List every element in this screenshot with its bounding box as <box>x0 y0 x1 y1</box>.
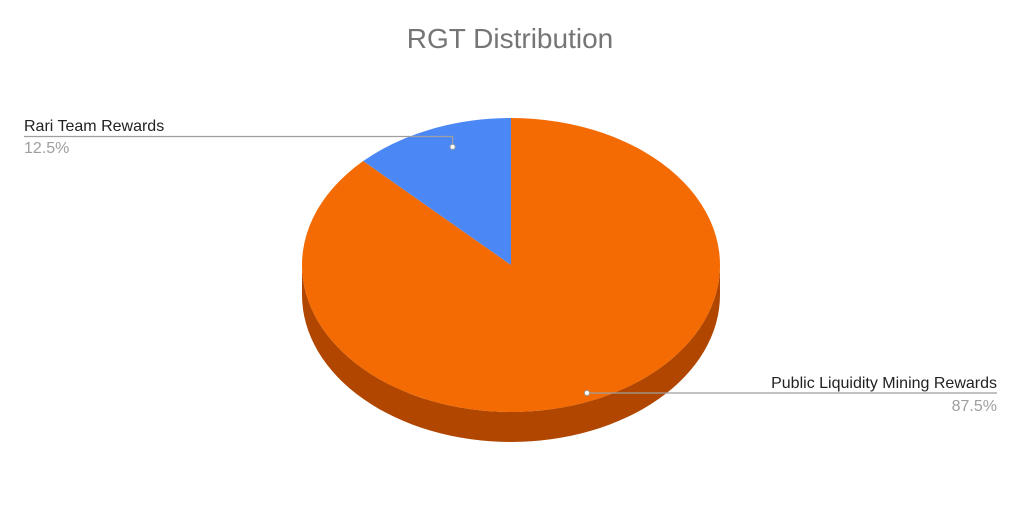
pie-slice-rari-team <box>363 118 511 265</box>
chart-title: RGT Distribution <box>407 23 613 54</box>
leader-dot-public-liquidity <box>584 390 590 396</box>
leader-line-rari-team <box>24 135 454 147</box>
slice-labels: Rari Team Rewards 12.5% Public Liquidity… <box>24 118 997 415</box>
leader-dot-rari-team <box>449 143 456 150</box>
pie-side-wall-0 <box>302 265 720 442</box>
pie-slice-public-liquidity <box>301 118 720 412</box>
pie-side-walls <box>302 265 720 442</box>
slice-label-rari-team: Rari Team Rewards <box>24 118 164 135</box>
slice-label-public-liquidity: Public Liquidity Mining Rewards <box>771 375 997 392</box>
pie-slices <box>301 118 720 412</box>
slice-percent-public-liquidity: 87.5% <box>952 398 997 415</box>
slice-percent-rari-team: 12.5% <box>24 140 69 157</box>
